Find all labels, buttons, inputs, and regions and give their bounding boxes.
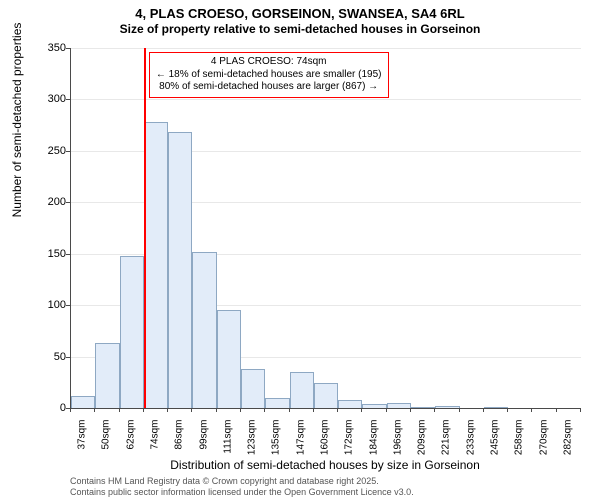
subject-marker-line: [144, 48, 146, 408]
x-tick-label: 184sqm: [368, 420, 379, 470]
histogram-bar: [144, 122, 168, 408]
y-tick-label: 250: [32, 145, 66, 157]
x-tick-mark: [167, 408, 168, 412]
y-tick-label: 0: [32, 402, 66, 414]
histogram-bar: [387, 403, 411, 408]
histogram-bar: [168, 132, 192, 408]
y-tick-label: 150: [32, 248, 66, 260]
histogram-bar: [338, 400, 362, 408]
annotation-line2: ← 18% of semi-detached houses are smalle…: [156, 69, 382, 82]
y-tick-label: 350: [32, 42, 66, 54]
x-tick-label: 147sqm: [295, 420, 306, 470]
y-tick-mark: [66, 357, 70, 358]
x-tick-label: 99sqm: [198, 420, 209, 470]
x-tick-label: 245sqm: [490, 420, 501, 470]
y-tick-label: 200: [32, 196, 66, 208]
histogram-bar: [95, 343, 119, 408]
x-tick-mark: [191, 408, 192, 412]
histogram-bar: [362, 404, 386, 408]
footer-line1: Contains HM Land Registry data © Crown c…: [70, 476, 580, 487]
x-tick-label: 258sqm: [514, 420, 525, 470]
y-tick-mark: [66, 48, 70, 49]
property-size-chart: 4, PLAS CROESO, GORSEINON, SWANSEA, SA4 …: [0, 0, 600, 500]
x-tick-label: 111sqm: [222, 420, 233, 470]
x-tick-mark: [94, 408, 95, 412]
y-tick-mark: [66, 151, 70, 152]
x-tick-mark: [264, 408, 265, 412]
y-tick-mark: [66, 99, 70, 100]
y-tick-label: 100: [32, 299, 66, 311]
x-tick-mark: [313, 408, 314, 412]
x-tick-mark: [119, 408, 120, 412]
x-tick-mark: [580, 408, 581, 412]
x-tick-label: 172sqm: [344, 420, 355, 470]
plot-area: 4 PLAS CROESO: 74sqm← 18% of semi-detach…: [70, 48, 581, 409]
histogram-bar: [71, 396, 95, 408]
x-tick-label: 209sqm: [417, 420, 428, 470]
y-tick-mark: [66, 305, 70, 306]
x-tick-mark: [386, 408, 387, 412]
x-tick-mark: [289, 408, 290, 412]
x-tick-label: 62sqm: [125, 420, 136, 470]
x-tick-mark: [434, 408, 435, 412]
chart-title-line1: 4, PLAS CROESO, GORSEINON, SWANSEA, SA4 …: [0, 6, 600, 21]
histogram-bar: [290, 372, 314, 408]
histogram-bar: [217, 310, 241, 408]
x-tick-label: 221sqm: [441, 420, 452, 470]
y-tick-mark: [66, 254, 70, 255]
gridline-h: [71, 48, 581, 49]
x-tick-label: 135sqm: [271, 420, 282, 470]
footer-line2: Contains public sector information licen…: [70, 487, 580, 498]
y-tick-label: 50: [32, 351, 66, 363]
x-tick-label: 282sqm: [562, 420, 573, 470]
histogram-bar: [314, 383, 338, 408]
y-tick-label: 300: [32, 93, 66, 105]
x-tick-mark: [70, 408, 71, 412]
histogram-bar: [411, 407, 435, 408]
x-tick-mark: [459, 408, 460, 412]
histogram-bar: [265, 398, 289, 408]
footer-attribution: Contains HM Land Registry data © Crown c…: [70, 476, 580, 498]
x-tick-label: 50sqm: [101, 420, 112, 470]
x-tick-label: 233sqm: [465, 420, 476, 470]
annotation-box: 4 PLAS CROESO: 74sqm← 18% of semi-detach…: [149, 52, 389, 98]
x-tick-mark: [143, 408, 144, 412]
histogram-bar: [192, 252, 216, 408]
annotation-line3: 80% of semi-detached houses are larger (…: [156, 81, 382, 94]
x-tick-mark: [240, 408, 241, 412]
histogram-bar: [484, 407, 508, 408]
x-tick-mark: [337, 408, 338, 412]
x-tick-label: 37sqm: [77, 420, 88, 470]
x-tick-label: 123sqm: [247, 420, 258, 470]
x-tick-mark: [361, 408, 362, 412]
chart-title-line2: Size of property relative to semi-detach…: [0, 22, 600, 36]
y-axis-label: Number of semi-detached properties: [10, 0, 26, 320]
annotation-line1: 4 PLAS CROESO: 74sqm: [156, 56, 382, 69]
x-tick-label: 270sqm: [538, 420, 549, 470]
x-tick-label: 196sqm: [392, 420, 403, 470]
x-tick-mark: [556, 408, 557, 412]
x-tick-mark: [410, 408, 411, 412]
x-tick-mark: [507, 408, 508, 412]
y-tick-mark: [66, 202, 70, 203]
x-tick-label: 86sqm: [174, 420, 185, 470]
x-tick-mark: [216, 408, 217, 412]
histogram-bar: [120, 256, 144, 408]
histogram-bar: [241, 369, 265, 408]
x-tick-label: 160sqm: [320, 420, 331, 470]
x-tick-mark: [483, 408, 484, 412]
x-tick-mark: [531, 408, 532, 412]
x-tick-label: 74sqm: [150, 420, 161, 470]
histogram-bar: [435, 406, 459, 408]
gridline-h: [71, 99, 581, 100]
